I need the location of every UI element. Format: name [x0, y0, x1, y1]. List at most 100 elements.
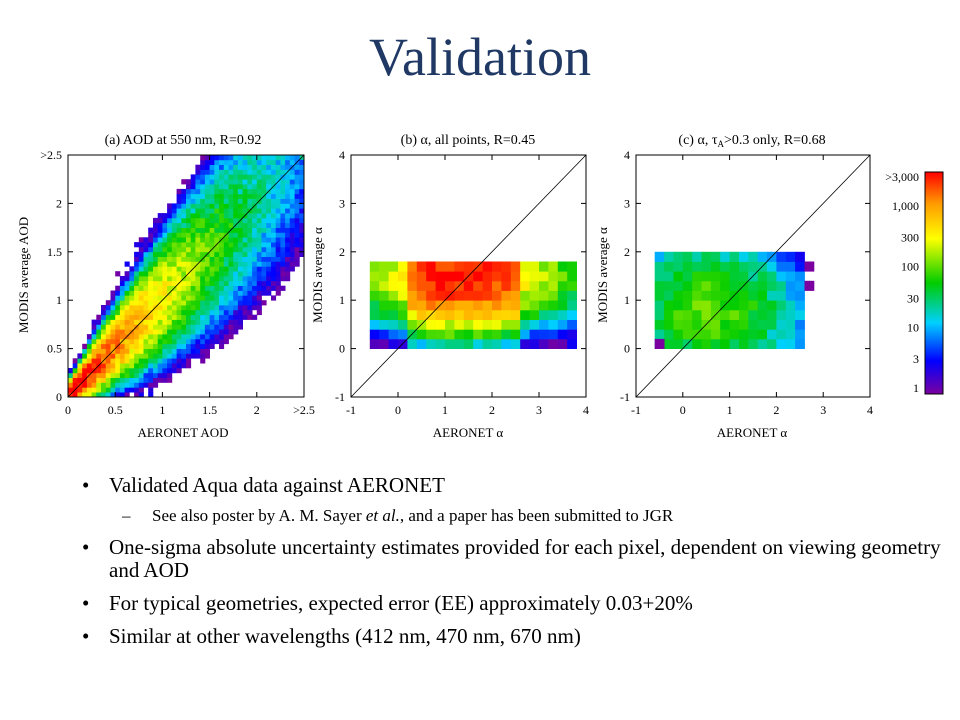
- panel-a-cell: [219, 295, 225, 301]
- panel-a-cell: [271, 237, 277, 243]
- panel-b-cell: [369, 300, 380, 311]
- panel-a-cell: [204, 290, 210, 296]
- panel-a-cell: [261, 256, 267, 262]
- panel-a-cell: [223, 242, 229, 248]
- panel-a-cell: [228, 203, 234, 209]
- panel-a-cell: [223, 309, 229, 316]
- panel-a-cell: [266, 237, 272, 243]
- panel-b-cell: [454, 290, 465, 301]
- panel-a-cell: [237, 290, 243, 296]
- panel-a-cell: [181, 305, 187, 311]
- panel-a-cell: [233, 329, 239, 335]
- panel-a-cell: [68, 382, 74, 388]
- panel-a-cell: [171, 208, 177, 214]
- panel-a-cell: [167, 203, 173, 209]
- panel-a-cell: [171, 222, 177, 228]
- panel-a-cell: [190, 285, 196, 291]
- panel-a-cell: [299, 164, 305, 170]
- panel-b-cell: [567, 300, 577, 311]
- panel-a-cell: [204, 314, 210, 320]
- panel-a-cell: [119, 392, 125, 398]
- panel-a-cell: [261, 276, 267, 282]
- panel-a-cell: [129, 353, 135, 359]
- panel-a-cell: [162, 242, 168, 248]
- panel-a-cell: [200, 203, 206, 209]
- panel-a-cell: [252, 232, 258, 238]
- panel-a-cell: [86, 348, 92, 354]
- panel-a-cell: [219, 290, 225, 296]
- panel-a-cell: [105, 309, 111, 316]
- panel-b-cell: [548, 280, 559, 291]
- panel-a-cell: [167, 232, 173, 238]
- panel-a-cell: [214, 155, 220, 161]
- panel-a-cell: [82, 363, 88, 369]
- panel-a-cell: [252, 261, 258, 267]
- panel-b-cell: [501, 329, 512, 340]
- panel-a-cell: [219, 164, 225, 170]
- panel-a-cell: [186, 179, 192, 185]
- panel-a-cell: [219, 198, 225, 204]
- panel-a-cell: [134, 372, 140, 378]
- panel-a-cell: [204, 217, 210, 224]
- panel-c-cell: [673, 251, 684, 262]
- panel-a-cell: [204, 343, 210, 349]
- panel-a-cell: [228, 319, 234, 325]
- panel-a-cell: [134, 329, 140, 335]
- panel-c-cell: [654, 251, 665, 262]
- panel-c-cell: [776, 309, 787, 320]
- panel-a-cell: [266, 290, 272, 296]
- panel-a-cell: [285, 276, 291, 282]
- panel-c-cell: [729, 309, 740, 320]
- panel-b-cell: [492, 319, 502, 330]
- panel-c-cell: [748, 300, 759, 311]
- panel-a-cell: [271, 280, 277, 286]
- panel-a-cell: [204, 174, 210, 180]
- panel-c-cell: [720, 280, 730, 291]
- panel-a-cell: [219, 184, 225, 190]
- panel-a-cell: [96, 343, 102, 349]
- panel-a-cell: [176, 217, 182, 224]
- panel-a-cell: [209, 203, 215, 209]
- panel-b-cell: [529, 338, 540, 349]
- panel-a-cell: [105, 358, 111, 364]
- panel-a-cell: [101, 334, 107, 340]
- panel-a-cell: [209, 174, 215, 180]
- panel-a-cell: [242, 247, 248, 253]
- panel-a-cell: [148, 348, 154, 354]
- panel-a-cell: [285, 266, 291, 272]
- panel-a-cell: [162, 319, 168, 325]
- panel-a-cell: [219, 203, 225, 209]
- panel-a-cell: [190, 203, 196, 209]
- panel-a-cell: [157, 242, 163, 248]
- panel-c-cell: [757, 300, 768, 311]
- panel-a-cell: [280, 208, 286, 214]
- panel-b-cell: [454, 300, 465, 311]
- panel-a-cell: [233, 247, 239, 253]
- panel-b-cell: [548, 338, 559, 349]
- panel-a-cell: [204, 159, 210, 165]
- panel-a-cell: [148, 247, 154, 253]
- panel-c-cell: [654, 271, 665, 282]
- panel-a-cell: [157, 237, 163, 243]
- panel-a-cell: [186, 184, 192, 190]
- panel-a-cell: [200, 164, 206, 170]
- panel-a-cell: [247, 227, 253, 233]
- panel-a-cell: [148, 305, 154, 311]
- panel-a-cell: [181, 203, 187, 209]
- panel-a-cell: [124, 382, 130, 388]
- panel-c-cell: [701, 300, 712, 311]
- panel-a-cell: [247, 179, 253, 185]
- panel-a-cell: [266, 276, 272, 282]
- panel-b-cell: [435, 309, 446, 320]
- panel-a-cell: [129, 319, 135, 325]
- panel-b-cell: [539, 261, 549, 272]
- panel-b-cell: [463, 280, 474, 291]
- panel-a-cell: [252, 164, 258, 170]
- panel-a-cell: [195, 329, 201, 335]
- panel-a-ylabel: MODIS average AOD: [16, 217, 31, 333]
- panel-a-cell: [129, 387, 135, 393]
- panel-a-cell: [148, 387, 154, 393]
- panel-a-cell: [124, 363, 130, 369]
- panel-a-cell: [134, 338, 140, 345]
- panel-a-cell: [162, 368, 168, 374]
